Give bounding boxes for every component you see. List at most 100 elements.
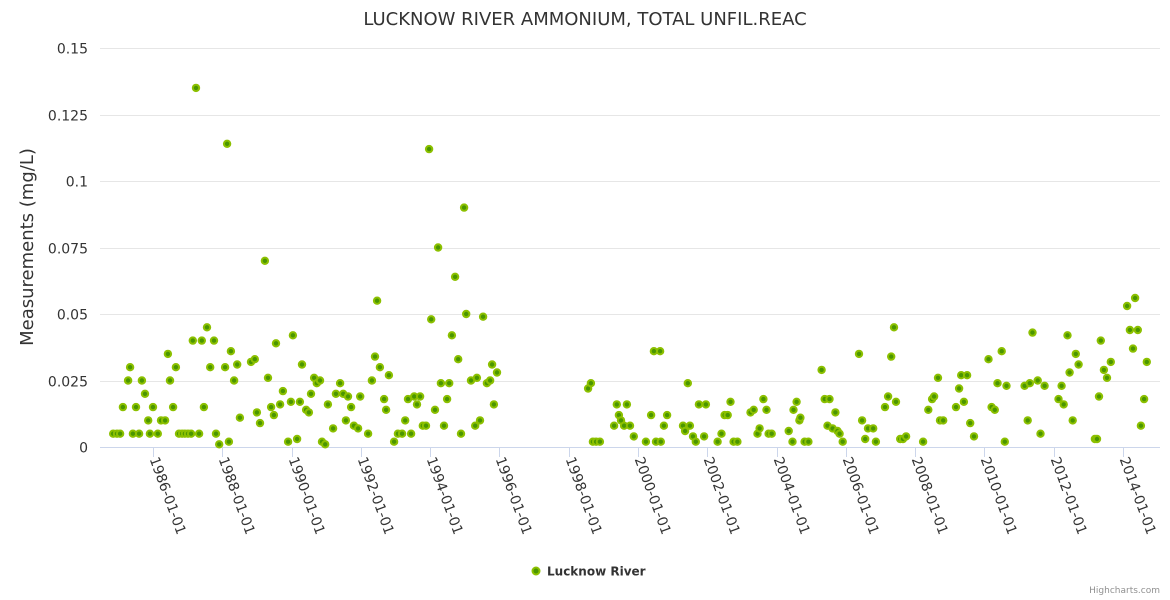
data-point[interactable] bbox=[215, 440, 224, 449]
data-point[interactable] bbox=[375, 363, 385, 372]
data-point[interactable] bbox=[485, 376, 495, 385]
data-point[interactable] bbox=[962, 371, 972, 380]
data-point[interactable] bbox=[447, 331, 457, 340]
data-point[interactable] bbox=[472, 373, 482, 382]
data-point[interactable] bbox=[641, 437, 651, 446]
data-point[interactable] bbox=[384, 371, 394, 380]
data-point[interactable] bbox=[252, 408, 262, 417]
data-point[interactable] bbox=[370, 352, 380, 361]
data-point[interactable] bbox=[1096, 336, 1106, 345]
data-point[interactable] bbox=[861, 434, 870, 444]
data-point[interactable] bbox=[288, 331, 298, 340]
data-point[interactable] bbox=[656, 437, 665, 446]
data-point[interactable] bbox=[381, 405, 391, 414]
data-point[interactable] bbox=[883, 392, 893, 401]
data-point[interactable] bbox=[1142, 357, 1152, 367]
data-point[interactable] bbox=[430, 405, 440, 414]
data-point[interactable] bbox=[186, 429, 196, 438]
data-point[interactable] bbox=[680, 426, 690, 436]
data-point[interactable] bbox=[723, 410, 732, 420]
data-point[interactable] bbox=[659, 421, 669, 430]
data-point[interactable] bbox=[784, 426, 793, 436]
data-point[interactable] bbox=[191, 83, 201, 93]
data-point[interactable] bbox=[140, 389, 150, 398]
data-point[interactable] bbox=[1125, 325, 1135, 335]
data-point[interactable] bbox=[804, 437, 813, 446]
data-point[interactable] bbox=[271, 339, 281, 348]
data-point[interactable] bbox=[233, 360, 242, 369]
data-point[interactable] bbox=[691, 437, 700, 446]
data-point[interactable] bbox=[226, 347, 236, 356]
data-point[interactable] bbox=[206, 363, 215, 372]
data-point[interactable] bbox=[255, 418, 265, 428]
data-point[interactable] bbox=[857, 416, 867, 425]
data-point[interactable] bbox=[918, 437, 928, 446]
data-point[interactable] bbox=[891, 397, 901, 406]
data-point[interactable] bbox=[694, 400, 704, 409]
data-point[interactable] bbox=[379, 394, 389, 404]
data-point[interactable] bbox=[1054, 394, 1063, 404]
data-point[interactable] bbox=[595, 437, 605, 446]
data-point[interactable] bbox=[685, 421, 695, 430]
data-point[interactable] bbox=[199, 402, 209, 412]
data-point[interactable] bbox=[1092, 434, 1102, 444]
data-point[interactable] bbox=[401, 416, 410, 425]
data-point[interactable] bbox=[487, 360, 497, 369]
data-point[interactable] bbox=[421, 421, 431, 430]
data-point[interactable] bbox=[275, 400, 285, 409]
data-point[interactable] bbox=[1128, 344, 1138, 353]
data-point[interactable] bbox=[1000, 437, 1009, 446]
data-point[interactable] bbox=[1102, 373, 1112, 382]
data-point[interactable] bbox=[655, 347, 665, 356]
data-point[interactable] bbox=[125, 363, 135, 372]
data-point[interactable] bbox=[701, 400, 711, 409]
data-point[interactable] bbox=[160, 416, 170, 425]
data-point[interactable] bbox=[1106, 357, 1116, 367]
data-point[interactable] bbox=[767, 429, 776, 438]
data-point[interactable] bbox=[1065, 368, 1074, 377]
data-point[interactable] bbox=[683, 379, 692, 388]
data-point[interactable] bbox=[997, 347, 1006, 356]
data-point[interactable] bbox=[263, 373, 273, 382]
data-point[interactable] bbox=[163, 349, 173, 359]
data-point[interactable] bbox=[869, 424, 878, 433]
data-point[interactable] bbox=[1094, 392, 1104, 401]
data-point[interactable] bbox=[415, 392, 425, 401]
data-point[interactable] bbox=[1059, 400, 1068, 409]
data-point[interactable] bbox=[194, 429, 204, 438]
data-point[interactable] bbox=[131, 402, 141, 412]
data-point[interactable] bbox=[346, 402, 356, 412]
data-point[interactable] bbox=[292, 434, 302, 444]
data-point[interactable] bbox=[295, 397, 305, 406]
data-point[interactable] bbox=[993, 379, 1002, 388]
data-point[interactable] bbox=[406, 429, 416, 438]
data-point[interactable] bbox=[1036, 429, 1045, 438]
data-point[interactable] bbox=[1040, 381, 1049, 390]
data-point[interactable] bbox=[717, 429, 726, 438]
data-point[interactable] bbox=[471, 421, 480, 430]
data-point[interactable] bbox=[924, 405, 933, 414]
data-point[interactable] bbox=[397, 429, 407, 438]
data-point[interactable] bbox=[1136, 421, 1146, 430]
data-point[interactable] bbox=[817, 365, 826, 375]
data-point[interactable] bbox=[222, 139, 232, 149]
data-point[interactable] bbox=[229, 376, 239, 385]
data-point[interactable] bbox=[586, 379, 596, 388]
data-point[interactable] bbox=[699, 432, 709, 441]
data-point[interactable] bbox=[625, 421, 635, 430]
data-point[interactable] bbox=[951, 402, 961, 412]
data-point[interactable] bbox=[372, 296, 382, 305]
data-point[interactable] bbox=[266, 402, 276, 412]
data-point[interactable] bbox=[427, 315, 436, 324]
data-point[interactable] bbox=[148, 402, 158, 412]
data-point[interactable] bbox=[202, 323, 212, 332]
data-point[interactable] bbox=[331, 389, 341, 398]
data-point[interactable] bbox=[304, 408, 314, 417]
data-point[interactable] bbox=[788, 437, 797, 446]
data-point[interactable] bbox=[144, 416, 153, 425]
data-point[interactable] bbox=[260, 256, 270, 265]
data-point[interactable] bbox=[609, 421, 619, 430]
data-point[interactable] bbox=[646, 410, 656, 420]
data-point[interactable] bbox=[789, 405, 798, 414]
data-point[interactable] bbox=[475, 416, 485, 425]
